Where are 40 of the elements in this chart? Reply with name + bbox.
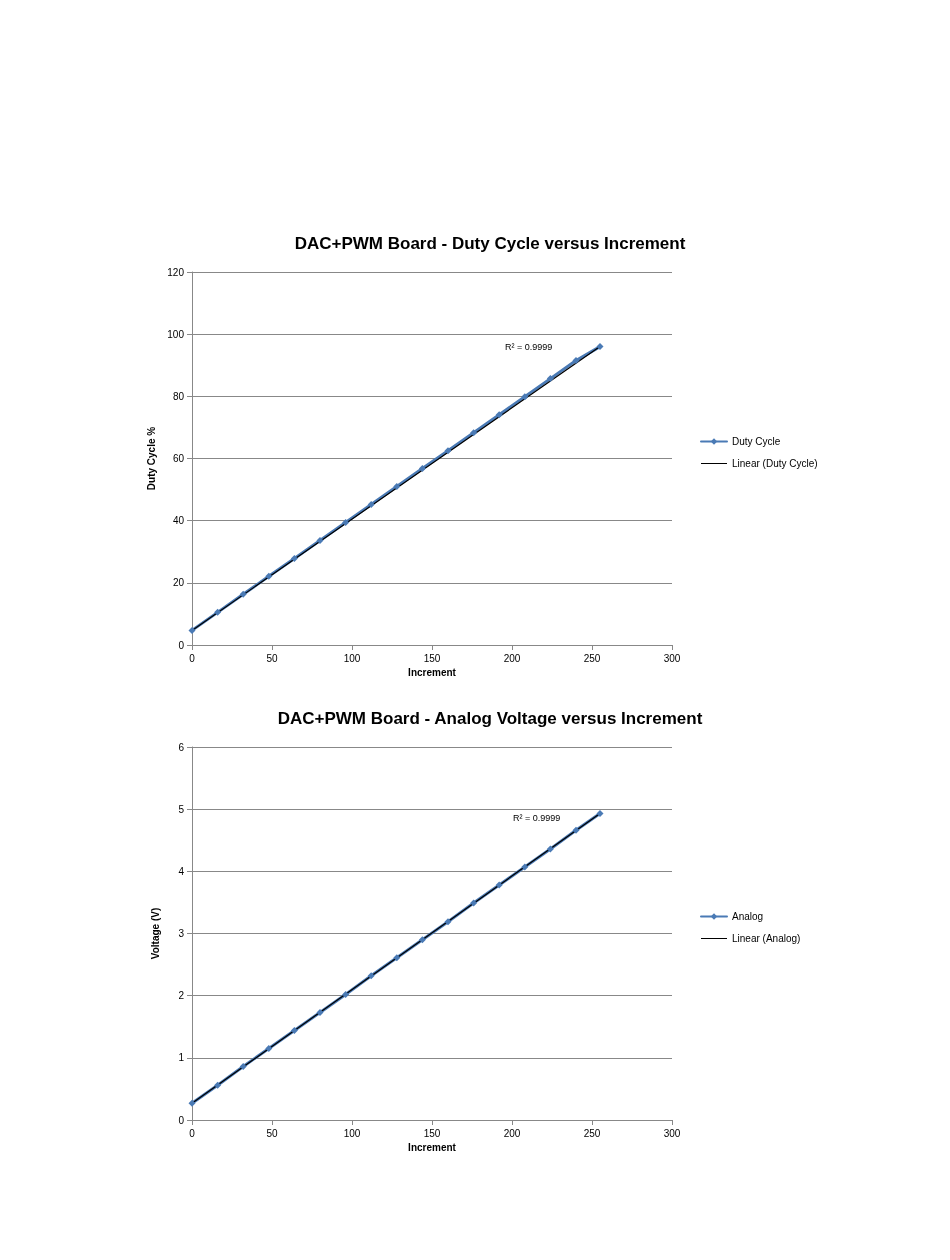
y-tick-label: 40 — [172, 515, 185, 527]
x-tick-label: 300 — [663, 1127, 681, 1139]
x-tick-label: 300 — [663, 652, 681, 664]
y-tick-label: 3 — [178, 928, 185, 939]
x-tick-label: 50 — [266, 652, 278, 664]
y-tick-label: 20 — [172, 577, 185, 589]
y-tick-label: 120 — [167, 266, 185, 278]
x-tick-label: 50 — [266, 1127, 278, 1139]
x-tick-label: 200 — [503, 1127, 521, 1139]
legend-label: Linear (Duty Cycle) — [732, 458, 818, 469]
y-tick-label: 80 — [172, 390, 185, 402]
legend-label: Linear (Analog) — [732, 933, 801, 944]
chart-title: DAC+PWM Board - Analog Voltage versus Increment — [277, 709, 703, 728]
y-axis-title: Duty Cycle % — [145, 426, 157, 491]
y-tick-label: 4 — [178, 865, 185, 877]
y-tick-label: 0 — [178, 639, 185, 651]
x-axis-title: Increment — [408, 1142, 457, 1154]
annotation: R² = 0.9999 — [505, 341, 553, 352]
annotation: R² = 0.9999 — [513, 812, 561, 823]
x-tick-label: 200 — [503, 652, 521, 664]
x-tick-label: 250 — [583, 652, 601, 664]
legend-label: Analog — [732, 911, 764, 922]
x-tick-label: 100 — [343, 652, 361, 664]
y-tick-label: 6 — [178, 741, 185, 753]
y-axis-title: Voltage (V) — [149, 907, 161, 960]
y-tick-label: 2 — [178, 990, 185, 1002]
y-tick-label: 5 — [178, 803, 185, 815]
x-tick-label: 150 — [423, 652, 441, 664]
chart-title: DAC+PWM Board - Duty Cycle versus Increment — [294, 234, 686, 253]
y-tick-label: 1 — [178, 1052, 185, 1064]
x-tick-label: 0 — [189, 1127, 196, 1139]
x-tick-label: 250 — [583, 1127, 601, 1139]
x-axis-title: Increment — [408, 667, 457, 679]
y-tick-label: 0 — [178, 1114, 185, 1126]
y-tick-label: 60 — [172, 453, 185, 464]
x-tick-label: 150 — [423, 1127, 441, 1139]
x-tick-label: 100 — [343, 1127, 361, 1139]
y-tick-label: 100 — [167, 328, 185, 340]
x-tick-label: 0 — [189, 652, 196, 664]
legend-label: Duty Cycle — [732, 436, 781, 447]
